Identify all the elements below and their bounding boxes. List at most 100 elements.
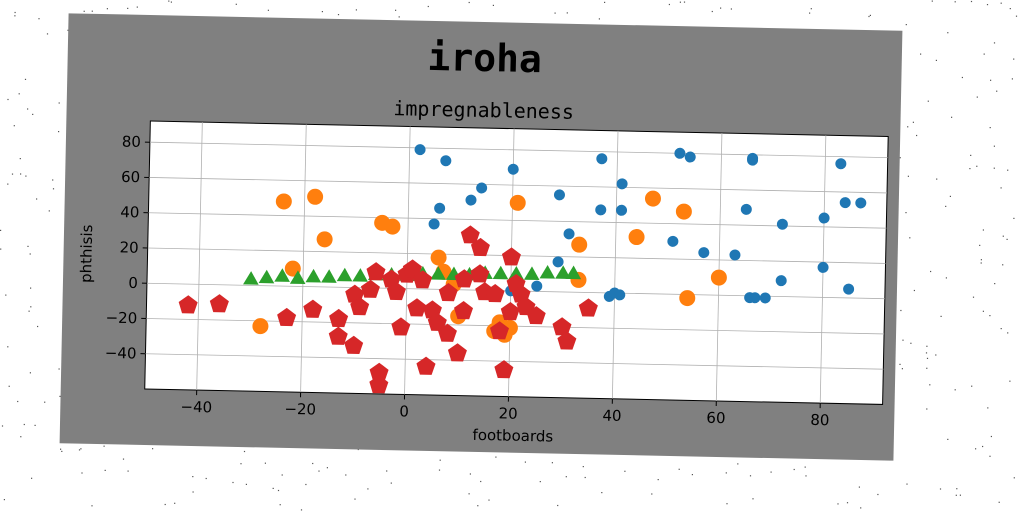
noise-speck [981,262,982,263]
noise-speck [1013,218,1014,219]
noise-speck [280,504,281,505]
noise-speck [794,469,795,470]
noise-speck [5,295,6,296]
x-tick-label: −40 [180,398,212,417]
noise-speck [38,18,39,19]
noise-speck [27,108,28,109]
noise-speck [15,12,16,13]
noise-speck [525,462,526,463]
noise-speck [932,1,933,2]
noise-speck [9,386,10,387]
noise-speck [107,8,108,9]
noise-speck [991,436,992,437]
noise-speck [955,389,956,390]
noise-speck [1002,264,1003,265]
noise-speck [192,476,193,477]
noise-speck [469,2,470,3]
noise-speck [979,245,980,246]
noise-speck [847,502,848,503]
y-tick-label: −20 [105,309,137,328]
noise-speck [265,463,266,464]
noise-speck [987,4,988,5]
noise-speck [127,8,128,9]
noise-speck [868,16,869,17]
scatter-plot: −40 −20 0 20 40 60 80 −40 −20 0 20 40 60 80 footboards… [60,13,903,460]
noise-speck [345,474,346,475]
noise-speck [984,54,985,55]
noise-speck [928,101,929,102]
y-tick-label: 0 [128,274,138,292]
noise-speck [669,4,670,5]
noise-speck [994,283,995,284]
noise-speck [236,4,237,5]
x-tick-label: −20 [284,400,316,419]
noise-speck [987,407,988,408]
noise-speck [859,487,860,488]
noise-speck [174,503,175,504]
noise-speck [327,467,328,468]
noise-speck [905,212,906,213]
noise-speck [977,97,978,98]
noise-speck [60,449,61,450]
noise-speck [35,425,36,426]
noise-speck [1016,16,1017,17]
noise-speck [30,372,31,373]
y-tick-label: −40 [105,344,137,363]
x-tick-label: 0 [399,402,409,420]
x-tick-label: 40 [602,407,621,425]
noise-speck [367,488,368,489]
noise-speck [49,210,50,211]
noise-speck [906,24,907,25]
noise-speck [152,448,153,449]
noise-speck [990,80,991,81]
noise-speck [926,408,927,409]
noise-speck [59,368,60,369]
noise-speck [913,122,914,123]
noise-speck [391,483,392,484]
noise-speck [240,463,241,464]
noise-speck [680,2,681,3]
x-axis-label: footboards [472,426,553,446]
noise-speck [929,384,930,385]
y-tick-label: 40 [120,203,139,221]
noise-speck [870,15,871,16]
noise-speck [59,102,60,103]
noise-speck [956,495,957,496]
noise-speck [91,505,92,506]
noise-speck [583,466,584,467]
y-tick-label: 80 [122,133,141,151]
noise-speck [399,16,400,17]
noise-speck [123,459,124,460]
noise-speck [1003,236,1004,237]
noise-speck [312,463,313,464]
noise-speck [726,472,727,473]
noise-speck [7,99,8,100]
noise-speck [37,326,38,327]
noise-speck [165,504,166,505]
noise-speck [941,316,942,317]
noise-speck [92,11,93,12]
noise-speck [994,42,995,43]
noise-speck [601,492,602,493]
noise-speck [32,114,33,115]
noise-speck [470,473,471,474]
noise-speck [936,179,937,180]
noise-speck [53,188,54,189]
noise-speck [19,93,20,94]
noise-speck [994,146,995,147]
noise-speck [322,11,323,12]
noise-speck [805,467,806,468]
noise-speck [273,488,274,489]
noise-speck [1001,328,1002,329]
noise-speck [726,503,727,504]
x-tick-label: 20 [498,404,517,422]
noise-speck [493,5,494,6]
noise-speck [30,253,31,254]
noise-speck [975,448,976,449]
noise-speck [969,168,970,169]
noise-speck [624,471,625,472]
noise-speck [356,9,357,10]
noise-speck [679,469,680,470]
noise-speck [950,196,951,197]
noise-speck [104,446,105,447]
